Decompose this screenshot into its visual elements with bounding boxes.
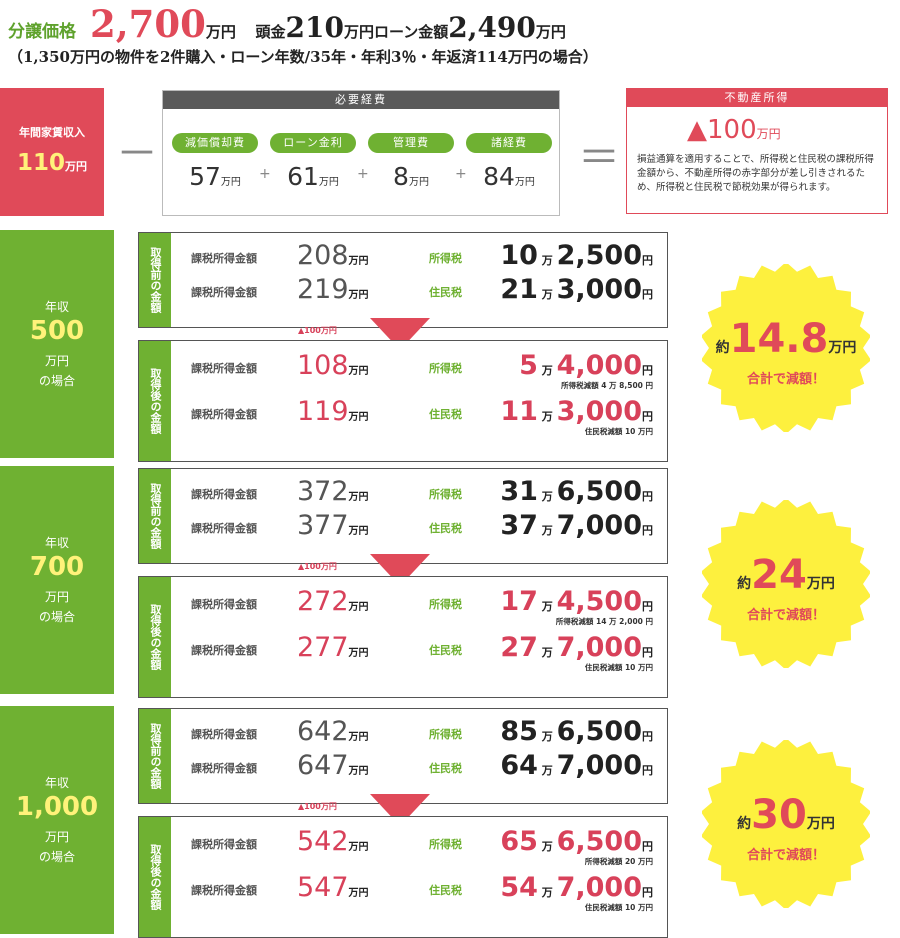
real-estate-income-box: 不動産所得 ▲100万円 損益通算を適用することで、所得税と住民税の課税所得金額… <box>626 88 888 214</box>
table-row: 課税所得金額 108万円 所得税 5 万 4,000円 所得税減額 4 万 8,500 … <box>191 350 653 390</box>
expense-depreciation: 減価償却費 57万円 <box>169 133 261 191</box>
down-unit: 万円 <box>343 23 374 41</box>
panel-tag: 取得後の金額 <box>139 577 171 697</box>
total-reduction-caption: 合計で減額！ <box>746 848 825 863</box>
income-reduction-label: ▲100万円 <box>298 802 337 811</box>
total-reduction-badge: 約24万円合計で減額！ <box>702 500 870 668</box>
loan-value: 2,490 <box>448 11 536 44</box>
income-reduction-label: ▲100万円 <box>298 326 337 335</box>
table-row: 課税所得金額 119万円 住民税 11 万 3,000円 住民税減額 10 万円 <box>191 396 653 436</box>
income-reduction-label: ▲100万円 <box>298 562 337 571</box>
burst-shape <box>702 740 870 908</box>
after-panel: 取得後の金額 課税所得金額 108万円 所得税 5 万 4,000円 所得税減額 4 万 … <box>138 340 668 462</box>
expenses-box: 必要経費 減価償却費 57万円 + ローン金利 61万円 + 管理費 8万円 +… <box>162 90 560 216</box>
rental-income-value: 110万円 <box>16 150 87 176</box>
table-row: 課税所得金額 219万円 住民税 21 万 3,000円 <box>191 274 653 305</box>
plus-sign: + <box>357 166 369 182</box>
minus-sign: － <box>116 129 159 178</box>
income-case-label: 年収 500 万円 の場合 <box>0 230 114 458</box>
income-case-label: 年収 700 万円 の場合 <box>0 466 114 694</box>
table-row: 課税所得金額 547万円 住民税 54 万 7,000円 住民税減額 10 万円 <box>191 872 653 912</box>
burst-shape <box>702 264 870 432</box>
panel-tag: 取得後の金額 <box>139 341 171 461</box>
panel-tag: 取得前の金額 <box>139 469 171 563</box>
panel-tag: 取得前の金額 <box>139 233 171 327</box>
rental-income-label: 年間家賃収入 <box>19 126 85 139</box>
reduction-note: 住民税減額 10 万円 <box>584 427 653 436</box>
reduction-note: 所得税減額 14 万 2,000 円 <box>555 617 653 626</box>
after-panel: 取得後の金額 課税所得金額 272万円 所得税 17 万 4,500円 所得税減額 14 … <box>138 576 668 698</box>
table-row: 課税所得金額 208万円 所得税 10 万 2,500円 <box>191 240 653 271</box>
total-reduction-amount: 約14.8万円 <box>715 316 857 362</box>
panel-tag: 取得前の金額 <box>139 709 171 803</box>
expense-management: 管理費 8万円 <box>365 133 457 191</box>
expenses-title: 必要経費 <box>163 91 559 109</box>
table-row: 課税所得金額 277万円 住民税 27 万 7,000円 住民税減額 10 万円 <box>191 632 653 672</box>
real-estate-income-title: 不動産所得 <box>627 89 887 107</box>
total-reduction-amount: 約30万円 <box>737 792 835 838</box>
expense-loan-interest: ローン金利 61万円 <box>267 133 359 191</box>
income-case-label: 年収 1,000 万円 の場合 <box>0 706 114 934</box>
reduction-note: 所得税減額 20 万円 <box>584 857 653 866</box>
plus-sign: + <box>259 166 271 182</box>
reduction-note: 所得税減額 4 万 8,500 円 <box>561 381 653 390</box>
reduction-note: 住民税減額 10 万円 <box>584 663 653 672</box>
price-label: 分譲価格 <box>8 22 76 42</box>
rental-income-box: 年間家賃収入 110万円 <box>0 88 104 216</box>
loan-unit: 万円 <box>535 23 566 41</box>
total-reduction-badge: 約30万円合計で減額！ <box>702 740 870 908</box>
table-row: 課税所得金額 372万円 所得税 31 万 6,500円 <box>191 476 653 507</box>
table-row: 課税所得金額 542万円 所得税 65 万 6,500円 所得税減額 20 万円 <box>191 826 653 866</box>
real-estate-income-note: 損益通算を適用することで、所得税と住民税の課税所得金額から、不動産所得の赤字部分… <box>637 154 874 193</box>
plus-sign: + <box>455 166 467 182</box>
total-reduction-badge: 約14.8万円合計で減額！ <box>702 264 870 432</box>
total-reduction-caption: 合計で減額！ <box>746 372 825 387</box>
loan-label: ローン金額 <box>373 23 449 41</box>
total-reduction-caption: 合計で減額！ <box>746 608 825 623</box>
real-estate-income-value: ▲100万円 <box>687 115 781 145</box>
burst-shape <box>702 500 870 668</box>
table-row: 課税所得金額 272万円 所得税 17 万 4,500円 所得税減額 14 万 2,00… <box>191 586 653 626</box>
price-value: 2,700 <box>90 2 206 46</box>
table-row: 課税所得金額 377万円 住民税 37 万 7,000円 <box>191 510 653 541</box>
table-row: 課税所得金額 647万円 住民税 64 万 7,000円 <box>191 750 653 781</box>
before-panel: 取得前の金額 課税所得金額 642万円 所得税 85 万 6,500円 課税所得金額 647… <box>138 708 668 804</box>
price-unit: 万円 <box>205 23 236 41</box>
total-reduction-amount: 約24万円 <box>737 552 835 598</box>
before-panel: 取得前の金額 課税所得金額 372万円 所得税 31 万 6,500円 課税所得金額 377… <box>138 468 668 564</box>
condition-note: （1,350万円の物件を2件購入・ローン年数/35年・年利3％・年返済114万円… <box>8 48 598 66</box>
panel-tag: 取得後の金額 <box>139 817 171 937</box>
before-panel: 取得前の金額 課税所得金額 208万円 所得税 10 万 2,500円 課税所得金額 219… <box>138 232 668 328</box>
table-row: 課税所得金額 642万円 所得税 85 万 6,500円 <box>191 716 653 747</box>
price-headline: 分譲価格 2,700万円 頭金210万円ローン金額2,490万円 <box>8 2 566 46</box>
reduction-note: 住民税減額 10 万円 <box>584 903 653 912</box>
down-label: 頭金 <box>255 23 286 41</box>
equals-sign: ＝ <box>578 133 621 182</box>
expense-misc: 諸経費 84万円 <box>463 133 555 191</box>
down-value: 210 <box>285 11 344 44</box>
after-panel: 取得後の金額 課税所得金額 542万円 所得税 65 万 6,500円 所得税減額 20 … <box>138 816 668 938</box>
